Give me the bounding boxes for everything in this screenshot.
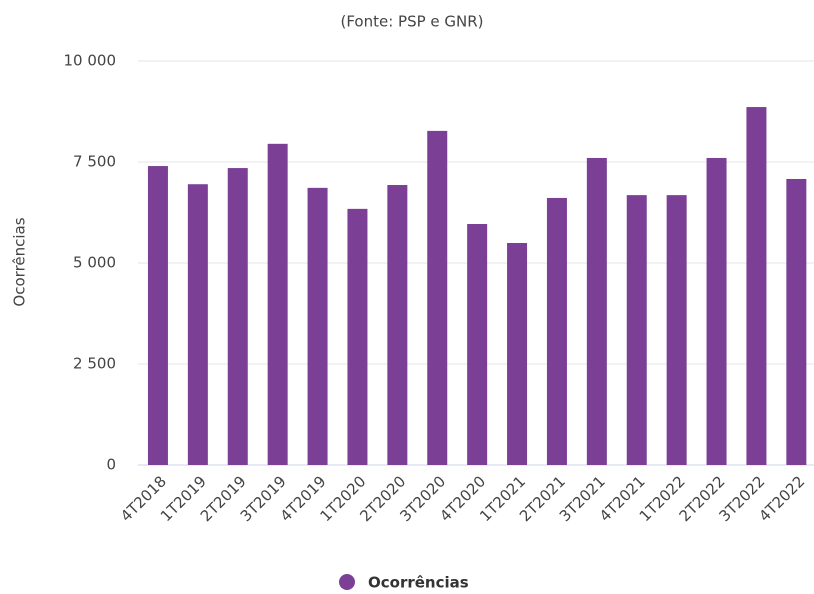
bar <box>467 224 488 465</box>
legend-label: Ocorrências <box>368 574 469 592</box>
bar <box>267 143 288 465</box>
chart-subtitle: (Fonte: PSP e GNR) <box>340 13 483 31</box>
y-tick-label: 2 500 <box>73 355 116 373</box>
bar <box>347 208 368 465</box>
bar <box>147 166 168 466</box>
bar <box>227 168 248 465</box>
bar <box>786 178 807 465</box>
y-axis-label: Ocorrências <box>11 217 29 306</box>
bar <box>586 157 607 465</box>
bar <box>706 157 727 465</box>
bar <box>507 243 528 465</box>
bar <box>187 184 208 465</box>
bar <box>666 195 687 466</box>
bar <box>387 185 408 465</box>
y-tick-label: 5 000 <box>73 254 116 272</box>
bar <box>427 130 448 465</box>
y-tick-label: 0 <box>106 456 116 474</box>
bar <box>746 107 767 465</box>
bar <box>307 187 328 465</box>
bar <box>626 195 647 466</box>
y-tick-label: 7 500 <box>73 153 116 171</box>
legend-marker <box>339 574 355 590</box>
y-tick-label: 10 000 <box>64 52 117 70</box>
bar <box>546 197 567 465</box>
